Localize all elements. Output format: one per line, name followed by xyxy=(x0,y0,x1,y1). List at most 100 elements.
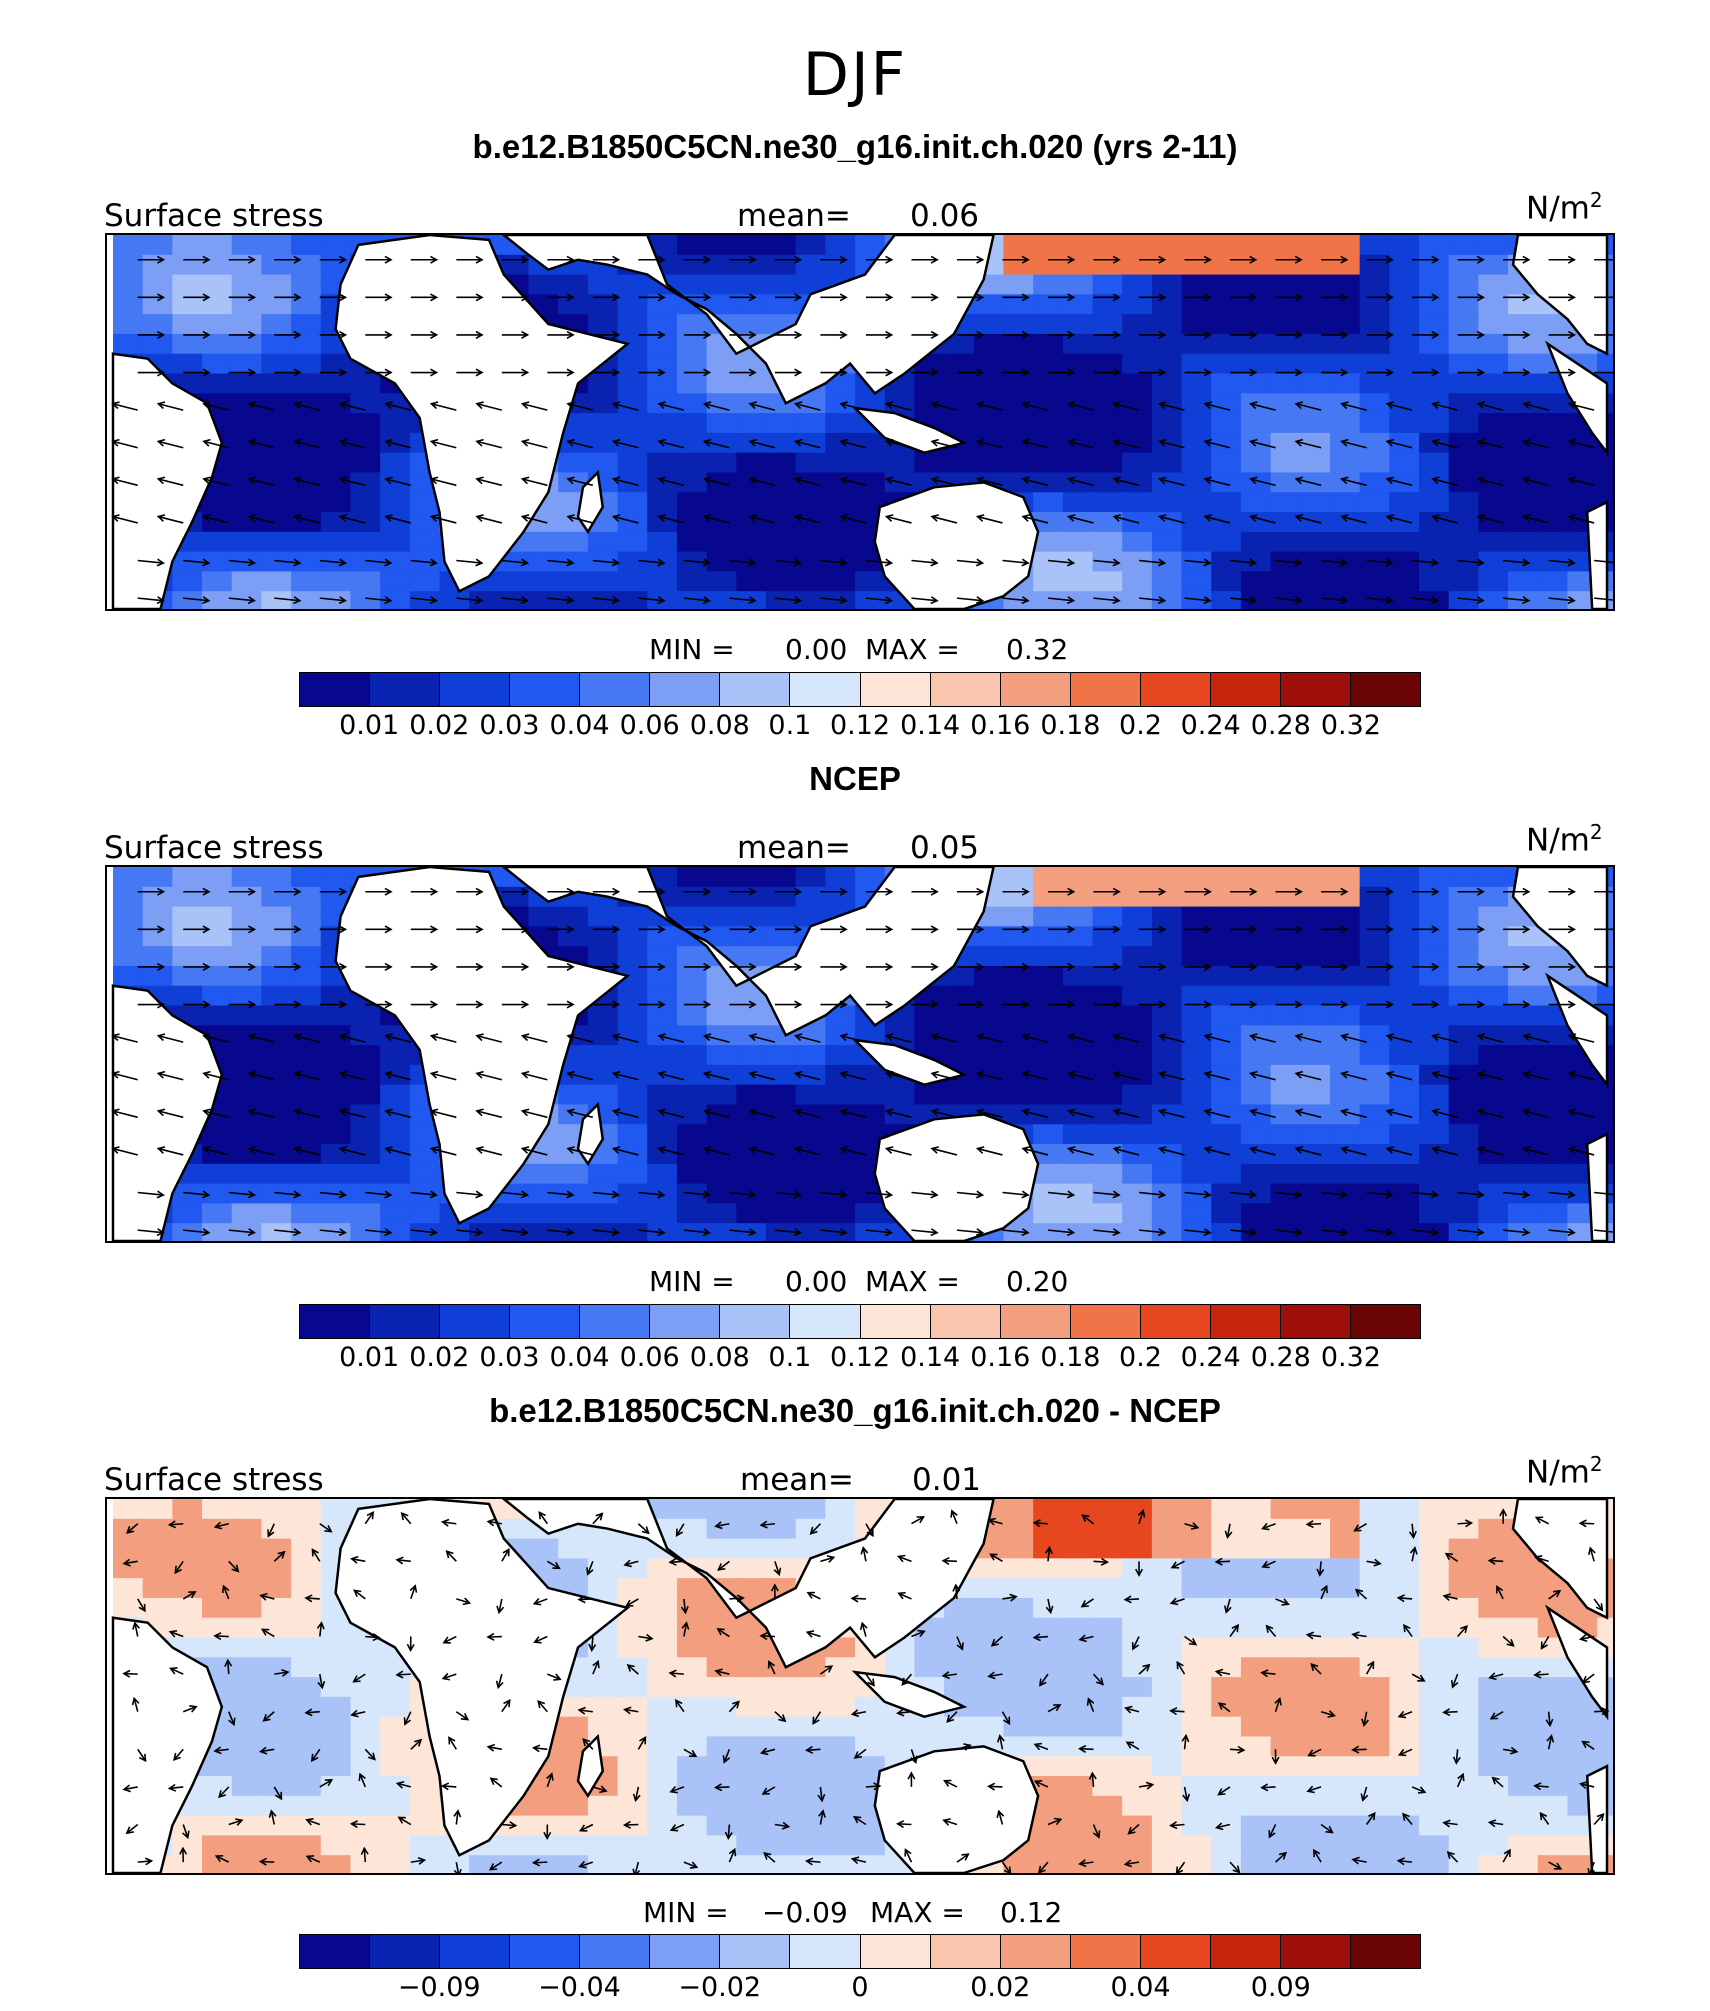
colorbar-swatch xyxy=(1350,1305,1420,1338)
panel-3-map xyxy=(105,1497,1615,1875)
colorbar-swatch xyxy=(1000,1305,1071,1338)
panel-1-colorbar xyxy=(299,672,1421,707)
panel-3-colorbar xyxy=(299,1934,1421,1969)
colorbar-tick-label: 0.16 xyxy=(970,1342,1031,1373)
panel-1-min-value: 0.00 xyxy=(785,633,848,666)
colorbar-swatch xyxy=(1210,1935,1281,1968)
colorbar-swatch xyxy=(1350,673,1420,706)
colorbar-tick-label: 0.12 xyxy=(829,710,891,741)
colorbar-tick-label: 0.32 xyxy=(1320,1342,1381,1373)
colorbar-swatch xyxy=(1280,1935,1351,1968)
colorbar-swatch xyxy=(1280,673,1351,706)
colorbar-tick-label: 0.32 xyxy=(1320,710,1381,741)
colorbar-swatch xyxy=(650,1935,721,1968)
colorbar-tick-label: 0.18 xyxy=(1040,710,1101,741)
colorbar-swatch xyxy=(1070,1935,1141,1968)
panel-2-mean-value: 0.05 xyxy=(910,830,980,866)
colorbar-tick-label: 0.28 xyxy=(1250,710,1311,741)
colorbar-swatch xyxy=(1210,673,1281,706)
colorbar-swatch xyxy=(930,1935,1001,1968)
panel-3-field-label: Surface stress xyxy=(104,1462,324,1498)
panel-1-colorbar-ticks: 0.01 0.02 0.03 0.04 0.06 0.08 0.1 0.12 0.14 0.16 0… xyxy=(299,710,1421,746)
panel-2-units: N/m2 xyxy=(1526,820,1603,859)
colorbar-swatch xyxy=(1000,673,1071,706)
colorbar-tick-label: 0.16 xyxy=(970,710,1031,741)
panel-2-field-label: Surface stress xyxy=(104,830,324,866)
panel-3-min-value: −0.09 xyxy=(762,1896,848,1929)
figure-title: DJF xyxy=(802,40,908,110)
panel-2-title: NCEP xyxy=(809,760,901,797)
colorbar-tick-label: 0.02 xyxy=(409,710,470,741)
panel-3-colorbar-ticks: −0.09 −0.04 −0.02 0 0.02 0.04 0.09 xyxy=(299,1972,1421,2008)
colorbar-swatch xyxy=(370,1305,441,1338)
colorbar-swatch xyxy=(650,1305,721,1338)
colorbar-swatch xyxy=(510,1935,581,1968)
colorbar-tick-label: 0.12 xyxy=(829,1342,891,1373)
panel-2-mean-label: mean= xyxy=(737,830,851,866)
colorbar-swatch xyxy=(860,1305,931,1338)
colorbar-swatch xyxy=(930,1305,1001,1338)
colorbar-swatch xyxy=(1280,1305,1351,1338)
panel-1-max-label: MAX = xyxy=(865,633,960,666)
continents xyxy=(111,1499,1609,1873)
colorbar-swatch xyxy=(580,673,651,706)
panel-1-min-label: MIN = xyxy=(649,633,735,666)
colorbar-tick-label: 0.24 xyxy=(1180,1342,1241,1373)
colorbar-swatch xyxy=(790,1305,861,1338)
colorbar-swatch xyxy=(1350,1935,1420,1968)
colorbar-swatch xyxy=(1140,1935,1211,1968)
colorbar-swatch xyxy=(720,1935,791,1968)
panel-3-min-label: MIN = xyxy=(643,1896,729,1929)
colorbar-tick-label: 0 xyxy=(851,1972,869,2003)
colorbar-swatch xyxy=(370,1935,441,1968)
colorbar-swatch xyxy=(650,673,721,706)
panel-3-title: b.e12.B1850C5CN.ne30_g16.init.ch.020 - N… xyxy=(489,1392,1221,1429)
colorbar-tick-label: 0.04 xyxy=(549,1342,610,1373)
colorbar-swatch xyxy=(860,1935,931,1968)
panel-2-min-value: 0.00 xyxy=(785,1265,848,1298)
colorbar-tick-label: 0.01 xyxy=(339,1342,400,1373)
colorbar-swatch xyxy=(440,1935,511,1968)
colorbar-swatch xyxy=(580,1935,651,1968)
colorbar-swatch xyxy=(930,673,1001,706)
panel-3-mean-value: 0.01 xyxy=(912,1462,982,1498)
colorbar-tick-label: 0.03 xyxy=(479,710,540,741)
panel-3-max-label: MAX = xyxy=(870,1896,965,1929)
panel-1-field-label: Surface stress xyxy=(104,198,324,234)
colorbar-swatch xyxy=(510,1305,581,1338)
colorbar-swatch xyxy=(510,673,581,706)
colorbar-tick-label: 0.02 xyxy=(409,1342,470,1373)
panel-1-title: b.e12.B1850C5CN.ne30_g16.init.ch.020 (yr… xyxy=(472,128,1238,165)
colorbar-tick-label: −0.04 xyxy=(538,1972,621,2003)
panel-1-max-value: 0.32 xyxy=(1006,633,1069,666)
colorbar-swatch xyxy=(300,1935,371,1968)
panel-1-map xyxy=(105,233,1615,611)
colorbar-tick-label: 0.24 xyxy=(1180,710,1241,741)
colorbar-swatch xyxy=(370,673,441,706)
stress-vectors xyxy=(111,887,1613,1237)
colorbar-tick-label: 0.06 xyxy=(619,710,680,741)
panel-1-mean-label: mean= xyxy=(737,198,851,234)
panel-1-units: N/m2 xyxy=(1526,188,1603,227)
panel-3-max-value: 0.12 xyxy=(1000,1896,1063,1929)
colorbar-tick-label: 0.1 xyxy=(768,710,812,741)
panel-2-colorbar xyxy=(299,1304,1421,1339)
panel-2-colorbar-ticks: 0.01 0.02 0.03 0.04 0.06 0.08 0.1 0.12 0.14 0.16 0… xyxy=(299,1342,1421,1378)
colorbar-tick-label: 0.1 xyxy=(768,1342,812,1373)
colorbar-tick-label: 0.04 xyxy=(1110,1972,1171,2003)
panel-3-units: N/m2 xyxy=(1526,1452,1603,1491)
colorbar-tick-label: 0.04 xyxy=(549,710,610,741)
colorbar-swatch xyxy=(790,1935,861,1968)
colorbar-tick-label: −0.02 xyxy=(678,1972,762,2003)
stress-vectors xyxy=(122,1508,1610,1873)
colorbar-tick-label: 0.01 xyxy=(339,710,400,741)
colorbar-swatch xyxy=(790,673,861,706)
panel-2-max-label: MAX = xyxy=(865,1265,960,1298)
colorbar-tick-label: 0.2 xyxy=(1119,1342,1162,1373)
colorbar-swatch xyxy=(720,1305,791,1338)
colorbar-swatch xyxy=(1140,1305,1211,1338)
colorbar-tick-label: 0.02 xyxy=(970,1972,1031,2003)
colorbar-swatch xyxy=(860,673,931,706)
colorbar-swatch xyxy=(1140,673,1211,706)
colorbar-tick-label: 0.08 xyxy=(689,1342,750,1373)
